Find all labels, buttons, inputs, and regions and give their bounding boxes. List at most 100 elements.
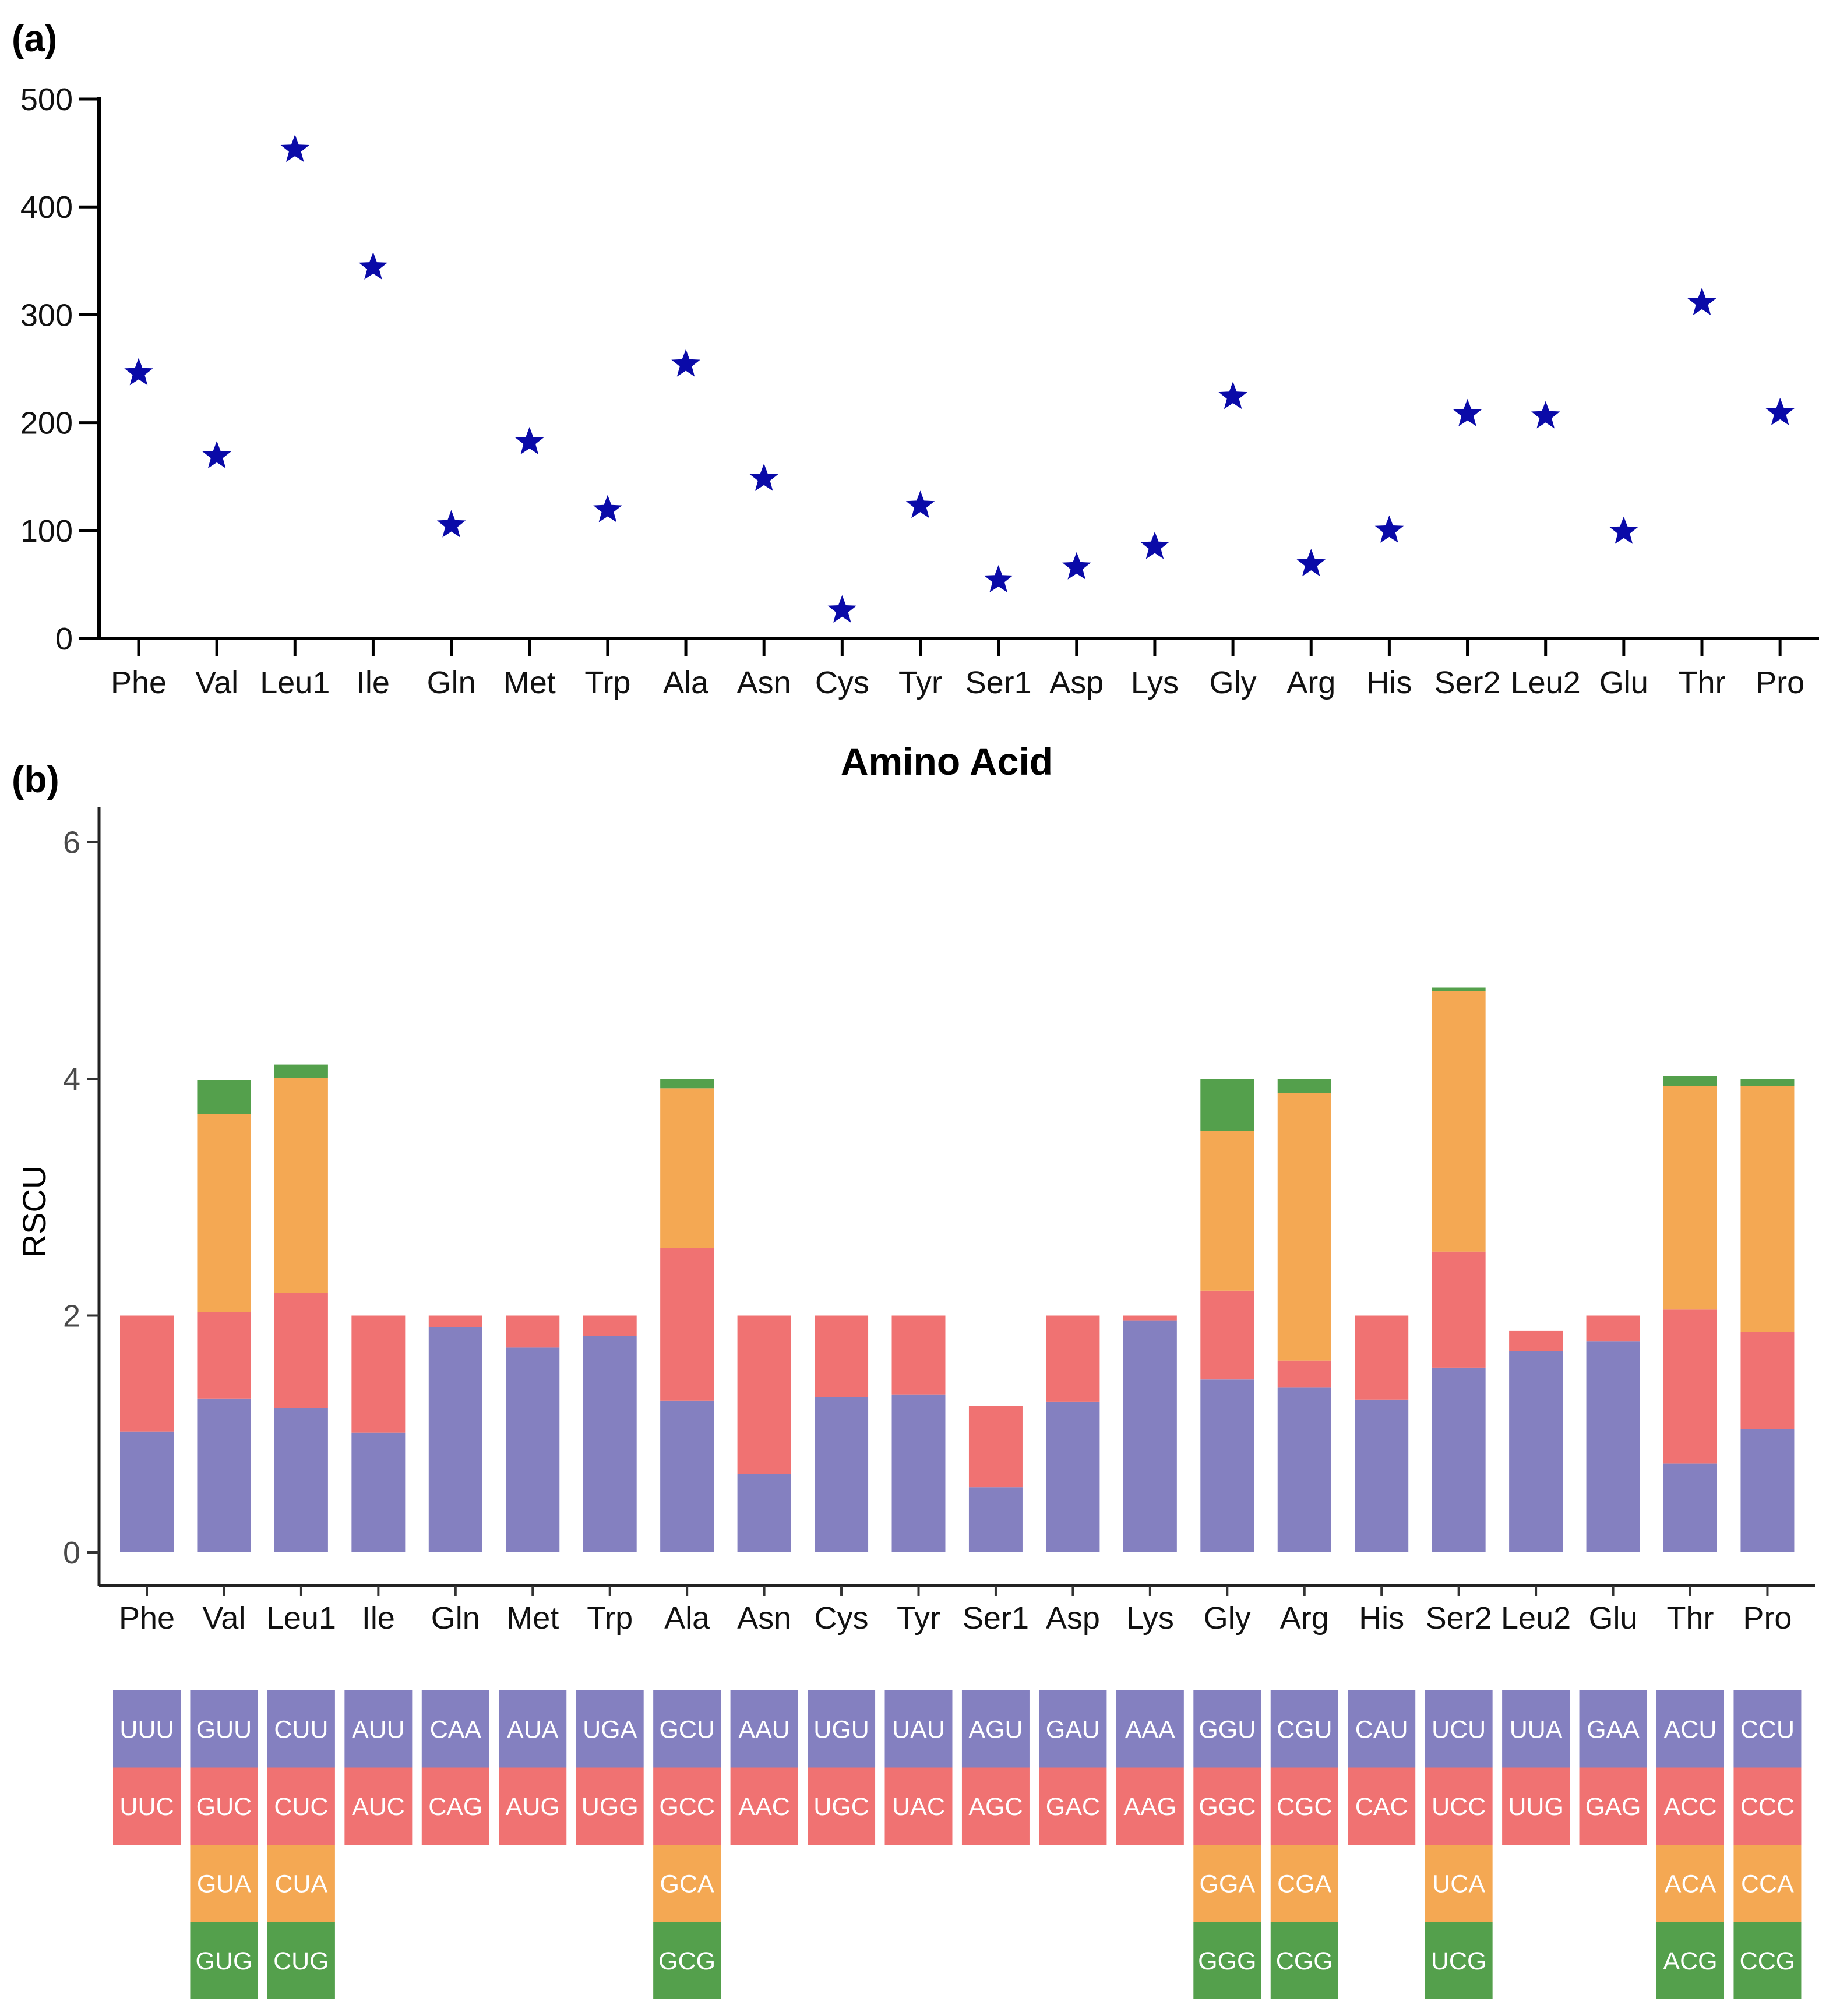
codon-label-cca: CCA: [1741, 1870, 1794, 1898]
bar-segment-arg-cga: [1277, 1093, 1331, 1361]
codon-label-gcg: GCG: [658, 1947, 715, 1975]
codon-label-gau: GAU: [1046, 1715, 1100, 1743]
codon-label-cac: CAC: [1355, 1793, 1408, 1821]
star-point-pro: [1765, 397, 1795, 425]
panel-a-xtick-label-ile: Ile: [357, 665, 390, 700]
codon-cell-cuu: [267, 1690, 335, 1768]
codon-cell-cca: [1733, 1845, 1802, 1922]
bar-segment-trp-uga: [583, 1336, 637, 1552]
bar-segment-leu2-uua: [1509, 1351, 1563, 1552]
codon-label-cug: CUG: [273, 1947, 329, 1975]
star-point-trp: [593, 495, 622, 522]
codon-cell-cug: [267, 1922, 335, 1999]
codon-cell-ggg: [1193, 1922, 1261, 1999]
codon-label-gua: GUA: [197, 1870, 252, 1898]
panel-b-xtick-label-arg: Arg: [1280, 1601, 1329, 1636]
star-point-gly: [1218, 382, 1247, 409]
codon-cell-guu: [190, 1690, 258, 1768]
bar-segment-asp-gau: [1046, 1401, 1100, 1552]
bar-segment-thr-acg: [1663, 1076, 1717, 1086]
codon-label-ucu: UCU: [1432, 1715, 1486, 1743]
panel-b-xtick-label-val: Val: [202, 1601, 245, 1636]
codon-cell-aaa: [1116, 1690, 1184, 1768]
bar-segment-leu1-cuc: [274, 1293, 328, 1408]
codon-label-aau: AAU: [738, 1715, 789, 1743]
codon-label-uuc: UUC: [119, 1793, 174, 1821]
codon-cell-guc: [190, 1767, 258, 1845]
codon-label-agu: AGU: [968, 1715, 1023, 1743]
panel-a-xtick-label-gln: Gln: [427, 665, 476, 700]
codon-label-gca: GCA: [660, 1870, 715, 1898]
codon-cell-cag: [421, 1767, 489, 1845]
codon-label-aac: AAC: [738, 1793, 789, 1821]
codon-cell-agc: [961, 1767, 1030, 1845]
bar-segment-gly-gga: [1200, 1131, 1254, 1291]
bar-segment-tyr-uac: [891, 1315, 946, 1395]
codon-cell-gcc: [653, 1767, 721, 1845]
panel-b-stacked-bars: 0 2 4 6 Phe Val Leu1 Ile Gln Met Trp Ala Asn Cys Tyr Se…: [63, 807, 1815, 1636]
codon-cell-ccc: [1733, 1767, 1802, 1845]
panel-a-xtick-label-glu: Glu: [1599, 665, 1648, 700]
bar-segment-thr-aca: [1663, 1086, 1717, 1310]
codon-label-cag: CAG: [428, 1793, 482, 1821]
panel-a-label: (a): [12, 17, 57, 59]
star-point-glu: [1609, 516, 1638, 544]
codon-cell-aca: [1656, 1845, 1724, 1922]
panel-a-xtick-label-arg: Arg: [1286, 665, 1335, 700]
panel-b-ytick-label-2: 2: [63, 1299, 80, 1334]
star-point-asn: [749, 463, 778, 491]
codon-label-ggc: GGC: [1199, 1793, 1256, 1821]
panel-b-ytick-label-6: 6: [63, 825, 80, 860]
codon-cell-uug: [1502, 1767, 1570, 1845]
star-point-phe: [124, 358, 153, 386]
panel-a-xtick-label-ser2: Ser2: [1434, 665, 1501, 700]
bar-segment-gly-ggu: [1200, 1379, 1254, 1552]
bar-segment-glu-gag: [1586, 1315, 1640, 1342]
panel-a-xtick-label-ala: Ala: [663, 665, 709, 700]
star-point-ala: [671, 349, 700, 377]
codon-label-aca: ACA: [1665, 1870, 1716, 1898]
codon-label-guu: GUU: [196, 1715, 252, 1743]
star-point-his: [1374, 515, 1404, 543]
codon-label-acg: ACG: [1663, 1947, 1717, 1975]
codon-cell-cuc: [267, 1767, 335, 1845]
bar-segment-leu1-cuu: [274, 1408, 328, 1552]
codon-label-auu: AUU: [352, 1715, 405, 1743]
codon-label-uuu: UUU: [119, 1715, 174, 1743]
codon-label-uac: UAC: [892, 1793, 945, 1821]
panel-b-xtick-label-pro: Pro: [1743, 1601, 1792, 1636]
panel-a-xtick-label-lys: Lys: [1131, 665, 1179, 700]
bar-segment-asp-gac: [1046, 1315, 1100, 1402]
panel-b-xtick-label-asn: Asn: [737, 1601, 791, 1636]
panel-a-xtick-label-ser1: Ser1: [965, 665, 1032, 700]
panel-b-ylabel: RSCU: [16, 1166, 52, 1258]
panel-a-ytick-label-200: 200: [20, 406, 73, 441]
panel-a-xtick-label-thr: Thr: [1679, 665, 1726, 700]
panel-a-ytick-label-300: 300: [20, 298, 73, 333]
panel-a-ytick-label-400: 400: [20, 190, 73, 225]
codon-label-ugu: UGU: [813, 1715, 869, 1743]
bar-segment-his-cac: [1355, 1315, 1409, 1400]
panel-b-xtick-label-leu1: Leu1: [266, 1601, 336, 1636]
panel-a-xtick-label-cys: Cys: [815, 665, 869, 700]
panel-b-xtick-label-ser1: Ser1: [963, 1601, 1029, 1636]
codon-label-uug: UUG: [1508, 1793, 1564, 1821]
star-point-ile: [358, 252, 388, 280]
bar-segment-phe-uuu: [120, 1431, 174, 1552]
star-point-arg: [1296, 549, 1326, 577]
panel-a-xtick-label-asp: Asp: [1049, 665, 1104, 700]
panel-b-xtick-label-ile: Ile: [362, 1601, 395, 1636]
codon-label-gug: GUG: [195, 1947, 252, 1975]
codon-cell-gac: [1039, 1767, 1107, 1845]
bar-segment-tyr-uau: [891, 1394, 946, 1552]
bar-segment-pro-ccu: [1740, 1429, 1795, 1552]
panel-b-xtick-label-gly: Gly: [1204, 1601, 1251, 1636]
codon-label-auc: AUC: [352, 1793, 405, 1821]
bar-segment-pro-ccc: [1740, 1332, 1795, 1429]
bar-segment-leu1-cug: [274, 1064, 328, 1078]
codon-cell-uuc: [113, 1767, 181, 1845]
codon-cell-aac: [730, 1767, 798, 1845]
codon-label-acc: ACC: [1664, 1793, 1717, 1821]
bar-segment-asn-aau: [737, 1474, 791, 1552]
codon-label-gcu: GCU: [659, 1715, 715, 1743]
